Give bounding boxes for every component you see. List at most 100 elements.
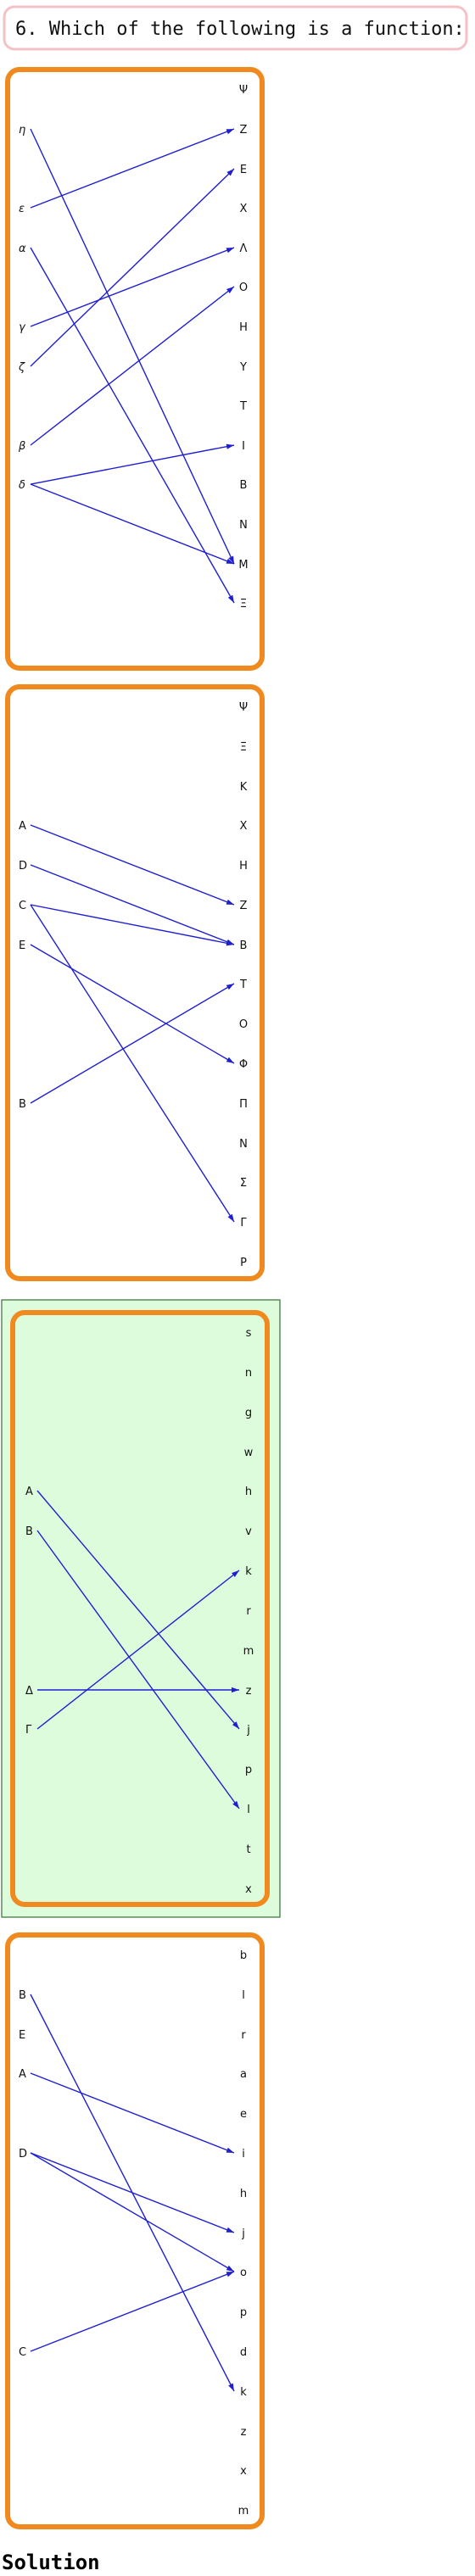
domain-label: E bbox=[19, 940, 25, 952]
codomain-label: j bbox=[241, 2228, 245, 2240]
domain-label: δ bbox=[19, 479, 25, 492]
domain-label: Γ bbox=[25, 1724, 32, 1737]
codomain-label: a bbox=[240, 2068, 247, 2081]
codomain-label: n bbox=[245, 1367, 252, 1380]
codomain-label: l bbox=[242, 1989, 245, 2002]
codomain-label: p bbox=[245, 1764, 252, 1776]
domain-label: η bbox=[19, 124, 25, 137]
codomain-label: M bbox=[238, 559, 248, 572]
mapping-arrow bbox=[30, 168, 235, 367]
domain-label: A bbox=[19, 820, 26, 833]
codomain-label: Ψ bbox=[239, 84, 248, 97]
codomain-label: Z bbox=[240, 124, 248, 137]
codomain-label: x bbox=[240, 2465, 247, 2478]
codomain-label: E bbox=[240, 164, 247, 176]
codomain-label: k bbox=[245, 1565, 252, 1578]
mapping-arrow bbox=[30, 864, 235, 945]
option-3: s n g w h v k r m z j p l t x A B Δ Γ bbox=[1, 1299, 281, 1918]
correct-answer-highlight bbox=[1, 1299, 281, 1918]
codomain-label: m bbox=[243, 1645, 254, 1658]
codomain-label: Ψ bbox=[239, 701, 248, 714]
codomain-label: k bbox=[240, 2386, 247, 2399]
codomain-label: p bbox=[240, 2306, 247, 2319]
codomain-label: d bbox=[240, 2346, 247, 2359]
mapping-arrow bbox=[30, 128, 235, 209]
domain-label: C bbox=[19, 2346, 26, 2359]
codomain-label: x bbox=[245, 1883, 252, 1896]
codomain-label: j bbox=[246, 1724, 250, 1737]
codomain-label: N bbox=[239, 1138, 248, 1151]
codomain-label: Ξ bbox=[240, 598, 247, 611]
option-frame bbox=[5, 67, 265, 671]
mapping-arrow bbox=[30, 904, 235, 946]
codomain-label: l bbox=[247, 1804, 250, 1816]
codomain-label: B bbox=[240, 940, 248, 952]
codomain-label: v bbox=[245, 1525, 252, 1538]
codomain-label: h bbox=[240, 2188, 247, 2200]
codomain-label: I bbox=[242, 440, 245, 453]
domain-label: C bbox=[19, 900, 26, 912]
codomain-label: N bbox=[239, 519, 248, 532]
codomain-label: t bbox=[246, 1843, 250, 1856]
mapping-arrow bbox=[30, 2072, 235, 2154]
solution-heading: Solution bbox=[2, 2551, 100, 2574]
option-2: Ψ Ξ K X H Z B T O Φ Π N Σ Γ P A D C E B bbox=[5, 684, 265, 1281]
mapping-arrow bbox=[30, 944, 235, 1064]
domain-label: B bbox=[19, 1989, 26, 2002]
domain-label: D bbox=[19, 860, 27, 873]
codomain-label: w bbox=[244, 1447, 254, 1459]
option-frame bbox=[10, 1310, 270, 1907]
option-frame bbox=[5, 684, 265, 1281]
domain-label: ζ bbox=[18, 361, 25, 374]
mapping-arrow bbox=[30, 247, 235, 327]
codomain-label: r bbox=[246, 1605, 251, 1618]
codomain-label: g bbox=[245, 1407, 252, 1419]
codomain-label: s bbox=[246, 1327, 252, 1340]
mapping-arrow bbox=[36, 1570, 240, 1730]
codomain-label: H bbox=[239, 860, 248, 873]
codomain-label: b bbox=[240, 1949, 247, 1962]
domain-label: E bbox=[19, 2029, 25, 2042]
domain-label: ε bbox=[19, 203, 25, 215]
mapping-arrow bbox=[30, 824, 235, 906]
codomain-label: K bbox=[240, 781, 248, 794]
mapping-arrow bbox=[30, 2152, 235, 2233]
codomain-label: X bbox=[240, 203, 248, 215]
codomain-label: o bbox=[240, 2267, 247, 2279]
option-4: b l r a e i h j o p d k z x m B E A D C bbox=[5, 1932, 265, 2529]
domain-label: β bbox=[18, 440, 25, 453]
mapping-arrow bbox=[30, 128, 235, 565]
mapping-arrow bbox=[36, 1490, 240, 1730]
codomain-label: O bbox=[239, 282, 248, 294]
codomain-label: Z bbox=[240, 900, 248, 912]
domain-label: γ bbox=[19, 321, 26, 334]
codomain-label: B bbox=[240, 479, 248, 492]
codomain-label: Γ bbox=[240, 1217, 247, 1229]
codomain-label: Y bbox=[239, 361, 247, 374]
question-box bbox=[3, 5, 468, 51]
mapping-arrow bbox=[30, 2271, 235, 2352]
codomain-label: z bbox=[241, 2426, 247, 2439]
codomain-label: O bbox=[239, 1018, 248, 1031]
question-text: 6. Which of the following is a function: bbox=[15, 19, 465, 40]
codomain-label: Λ bbox=[240, 243, 248, 255]
codomain-label: X bbox=[240, 820, 248, 833]
codomain-label: e bbox=[240, 2108, 247, 2121]
mapping-arrow bbox=[30, 983, 235, 1104]
domain-label: B bbox=[25, 1525, 33, 1538]
codomain-label: T bbox=[239, 979, 247, 991]
domain-label: B bbox=[19, 1098, 26, 1111]
option-1: Ψ Z E X Λ O H Y T I B N M Ξη ε α γ ζ β δ bbox=[5, 67, 265, 671]
codomain-label: Ξ bbox=[240, 741, 247, 754]
domain-label: D bbox=[19, 2148, 27, 2161]
mapping-arrow bbox=[30, 247, 235, 604]
codomain-label: i bbox=[242, 2148, 245, 2161]
mapping-arrow bbox=[30, 483, 235, 565]
codomain-label: z bbox=[246, 1685, 252, 1698]
options-group: Ψ Z E X Λ O H Y T I B N M Ξη ε α γ ζ β δ Ψ Ξ K X H Z B T O Φ Π N Σ Γ P A D C E… bbox=[1, 67, 281, 2529]
codomain-label: m bbox=[238, 2505, 249, 2517]
codomain-label: Φ bbox=[239, 1058, 248, 1071]
option-frame bbox=[5, 1932, 265, 2529]
mapping-arrow bbox=[30, 904, 235, 1223]
